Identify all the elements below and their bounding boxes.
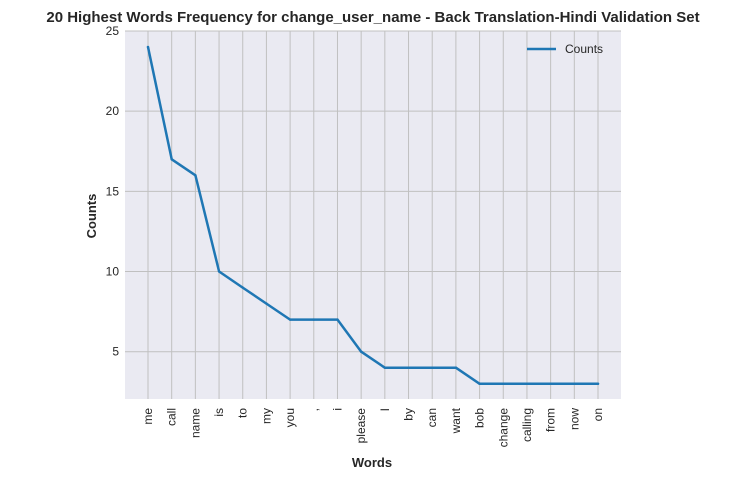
data-point xyxy=(573,382,576,385)
y-tick-label: 25 xyxy=(106,24,120,38)
data-point xyxy=(502,382,505,385)
x-tick-label: is xyxy=(212,408,226,417)
data-point xyxy=(241,286,244,289)
y-tick-label: 15 xyxy=(106,184,120,198)
legend: Counts xyxy=(527,42,603,56)
data-point xyxy=(596,382,600,385)
series-line xyxy=(146,45,600,386)
data-point xyxy=(170,158,173,161)
y-tick-label: 5 xyxy=(112,345,119,359)
x-tick-label: change xyxy=(496,408,510,448)
data-point xyxy=(454,366,458,369)
x-tick-label: bob xyxy=(473,408,487,428)
data-point xyxy=(194,174,197,177)
x-tick-label: , xyxy=(307,408,321,411)
data-point xyxy=(431,366,434,369)
x-tick-label: my xyxy=(259,408,273,424)
data-point xyxy=(407,366,410,369)
x-tick-label: I xyxy=(378,408,392,411)
data-point xyxy=(383,366,387,369)
y-tick-label: 20 xyxy=(106,104,120,118)
data-point xyxy=(288,318,292,321)
data-point xyxy=(217,270,221,273)
data-point xyxy=(478,382,481,385)
plot-area xyxy=(125,31,621,399)
data-point xyxy=(312,318,315,321)
x-tick-label: on xyxy=(591,408,605,421)
x-tick-label: from xyxy=(544,408,558,432)
x-tick-label: by xyxy=(402,408,416,421)
x-tick-label: to xyxy=(236,408,250,418)
data-point xyxy=(525,382,529,385)
x-tick-label: please xyxy=(354,408,368,444)
chart-title: 20 Highest Words Frequency for change_us… xyxy=(46,9,699,26)
grid-lines xyxy=(125,30,621,399)
x-tick-label: calling xyxy=(520,408,534,442)
x-tick-label: can xyxy=(425,408,439,427)
x-tick-label: now xyxy=(567,408,581,430)
series-layer xyxy=(146,45,600,386)
legend-label: Counts xyxy=(565,42,603,56)
y-tick-labels: 5 10 15 20 25 xyxy=(106,24,120,359)
y-tick-label: 10 xyxy=(106,265,120,279)
x-tick-label: call xyxy=(165,408,179,426)
x-tick-label: name xyxy=(188,408,202,438)
data-point xyxy=(359,350,363,353)
x-tick-label: want xyxy=(449,407,463,434)
x-tick-label: i xyxy=(330,408,344,411)
x-tick-label: me xyxy=(141,408,155,425)
data-point xyxy=(265,302,268,305)
data-point xyxy=(549,382,552,385)
data-point xyxy=(336,318,339,321)
data-point xyxy=(146,45,150,49)
y-axis-label: Counts xyxy=(84,194,99,239)
x-axis-label: Words xyxy=(352,455,392,470)
x-tick-label: you xyxy=(283,408,297,427)
